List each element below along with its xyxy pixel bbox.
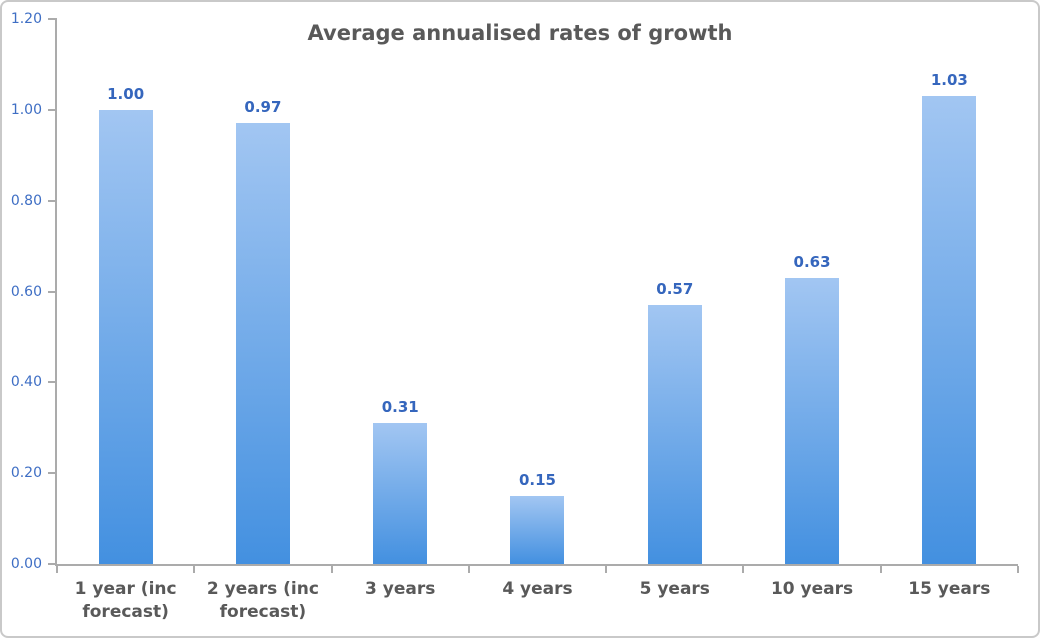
bar-value-label: 0.57 [656, 280, 694, 299]
y-axis-line [55, 19, 57, 566]
y-axis-tick [48, 290, 57, 293]
bar-slot: 0.31 [332, 19, 469, 564]
bar [373, 423, 428, 564]
bar [98, 109, 153, 564]
x-axis-labels: 1 year (inc forecast) 2 years (inc foreca… [57, 578, 1018, 624]
bar [510, 495, 565, 564]
bar [922, 96, 977, 564]
x-category-label: 4 years [502, 579, 573, 599]
bar-slot: 1.00 [57, 19, 194, 564]
x-axis-line [55, 564, 1018, 566]
bar-slot: 0.57 [606, 19, 743, 564]
x-category-label: 10 years [770, 579, 854, 599]
x-axis-tick [56, 566, 58, 573]
y-axis-tick-label: 0.00 [10, 556, 42, 572]
y-axis-tick [48, 199, 57, 202]
bar-value-label: 0.97 [244, 98, 282, 117]
bar [235, 123, 290, 564]
x-category-label: 15 years [908, 579, 991, 599]
x-axis-tick [467, 566, 470, 573]
y-axis-tick [48, 381, 57, 384]
bar-value-label: 0.31 [381, 398, 419, 417]
x-axis-tick [605, 566, 608, 573]
y-axis-tick-label: 1.20 [10, 11, 42, 27]
bar-slot: 1.03 [881, 19, 1018, 564]
y-axis-tick-label: 0.40 [10, 374, 42, 391]
x-axis-tick [742, 566, 745, 573]
bar [785, 277, 840, 564]
x-axis-tick [193, 566, 196, 573]
y-axis-tick-label: 0.20 [10, 465, 42, 482]
bar-slot: 0.63 [743, 19, 880, 564]
chart-title: Average annualised rates of growth [307, 21, 733, 45]
bar-value-label: 1.00 [107, 84, 145, 103]
x-axis-tick [330, 566, 333, 573]
y-axis-tick [48, 563, 57, 565]
y-axis-tick [48, 472, 57, 475]
bar [647, 305, 702, 564]
x-category-label: 5 years [639, 579, 710, 599]
y-axis-tick-label: 0.60 [10, 283, 42, 300]
bar-value-label: 0.15 [518, 470, 556, 489]
x-category-label: 2 years (inc forecast) [206, 579, 319, 622]
x-axis-tick [1017, 566, 1019, 573]
y-axis-tick [48, 18, 57, 20]
plot-area: 0.00 0.20 0.40 0.60 0.80 1.00 1.20 1.00 0.97 0.31… [11, 11, 1019, 573]
x-category-label: 1 year (inc forecast) [74, 579, 177, 622]
y-axis-tick-label: 1.00 [10, 101, 42, 118]
bar-value-label: 0.63 [793, 252, 831, 271]
y-axis-tick [48, 108, 57, 111]
bar-slot: 0.15 [469, 19, 606, 564]
x-category-label: 3 years [365, 579, 436, 599]
x-axis-tick [879, 566, 882, 573]
bar-value-label: 1.03 [930, 71, 968, 90]
bar-slot: 0.97 [194, 19, 331, 564]
y-axis-tick-label: 0.80 [10, 192, 42, 209]
